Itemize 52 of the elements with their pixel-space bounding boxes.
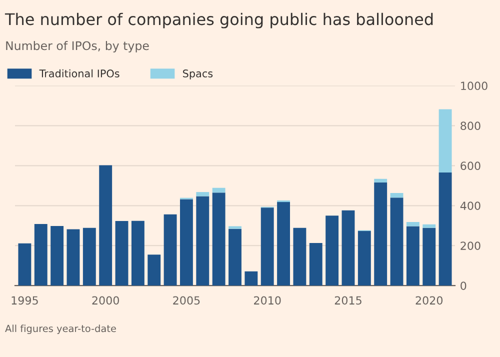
legend-label: Traditional IPOs — [39, 69, 120, 78]
x-tick-label: 2020 — [416, 296, 443, 305]
chart-title: The number of companies going public has ballooned — [4, 12, 433, 28]
bar — [115, 221, 128, 286]
bar — [406, 226, 420, 286]
bar — [99, 165, 112, 286]
y-tick-label: 0 — [460, 282, 466, 290]
bar — [277, 202, 290, 286]
x-tick-label: 2010 — [254, 296, 281, 305]
chart-subtitle: Number of IPOs, by type — [6, 41, 149, 52]
bar — [196, 196, 210, 286]
bar — [66, 229, 80, 286]
y-tick-label: 400 — [460, 202, 480, 210]
bar — [260, 208, 274, 286]
legend-label: Spacs — [183, 70, 213, 80]
bar — [438, 109, 452, 172]
y-tick-label: 1000 — [461, 82, 488, 90]
bar — [342, 210, 355, 286]
bar — [438, 172, 452, 286]
bar — [422, 224, 436, 228]
bar — [164, 214, 177, 286]
bar — [180, 199, 193, 286]
bar — [422, 228, 436, 286]
y-tick-label: 200 — [460, 242, 480, 250]
bar — [228, 228, 242, 286]
bar — [50, 226, 64, 286]
x-tick-label: 2005 — [173, 296, 200, 305]
text: All figures year-to-date — [5, 324, 116, 334]
x-tick-label: 2015 — [334, 296, 362, 305]
bar — [406, 222, 420, 226]
bar — [212, 192, 226, 286]
bar — [374, 178, 388, 182]
y-tick-label: 600 — [460, 162, 480, 170]
bar — [148, 254, 161, 286]
bar — [326, 216, 339, 286]
bar — [131, 220, 144, 286]
bar — [309, 243, 322, 286]
bar — [244, 271, 258, 286]
bar — [293, 228, 306, 286]
bar — [82, 228, 96, 286]
bar — [228, 226, 242, 229]
bar — [390, 198, 404, 286]
y-tick-label: 800 — [460, 122, 480, 130]
bar — [358, 231, 371, 286]
x-tick-label: 2000 — [92, 296, 119, 305]
x-tick-label: 1995 — [12, 296, 38, 305]
bar — [390, 193, 404, 198]
bar — [34, 224, 48, 286]
bar — [196, 192, 210, 196]
bar — [18, 243, 32, 286]
bar — [374, 182, 388, 286]
bar — [212, 188, 226, 193]
